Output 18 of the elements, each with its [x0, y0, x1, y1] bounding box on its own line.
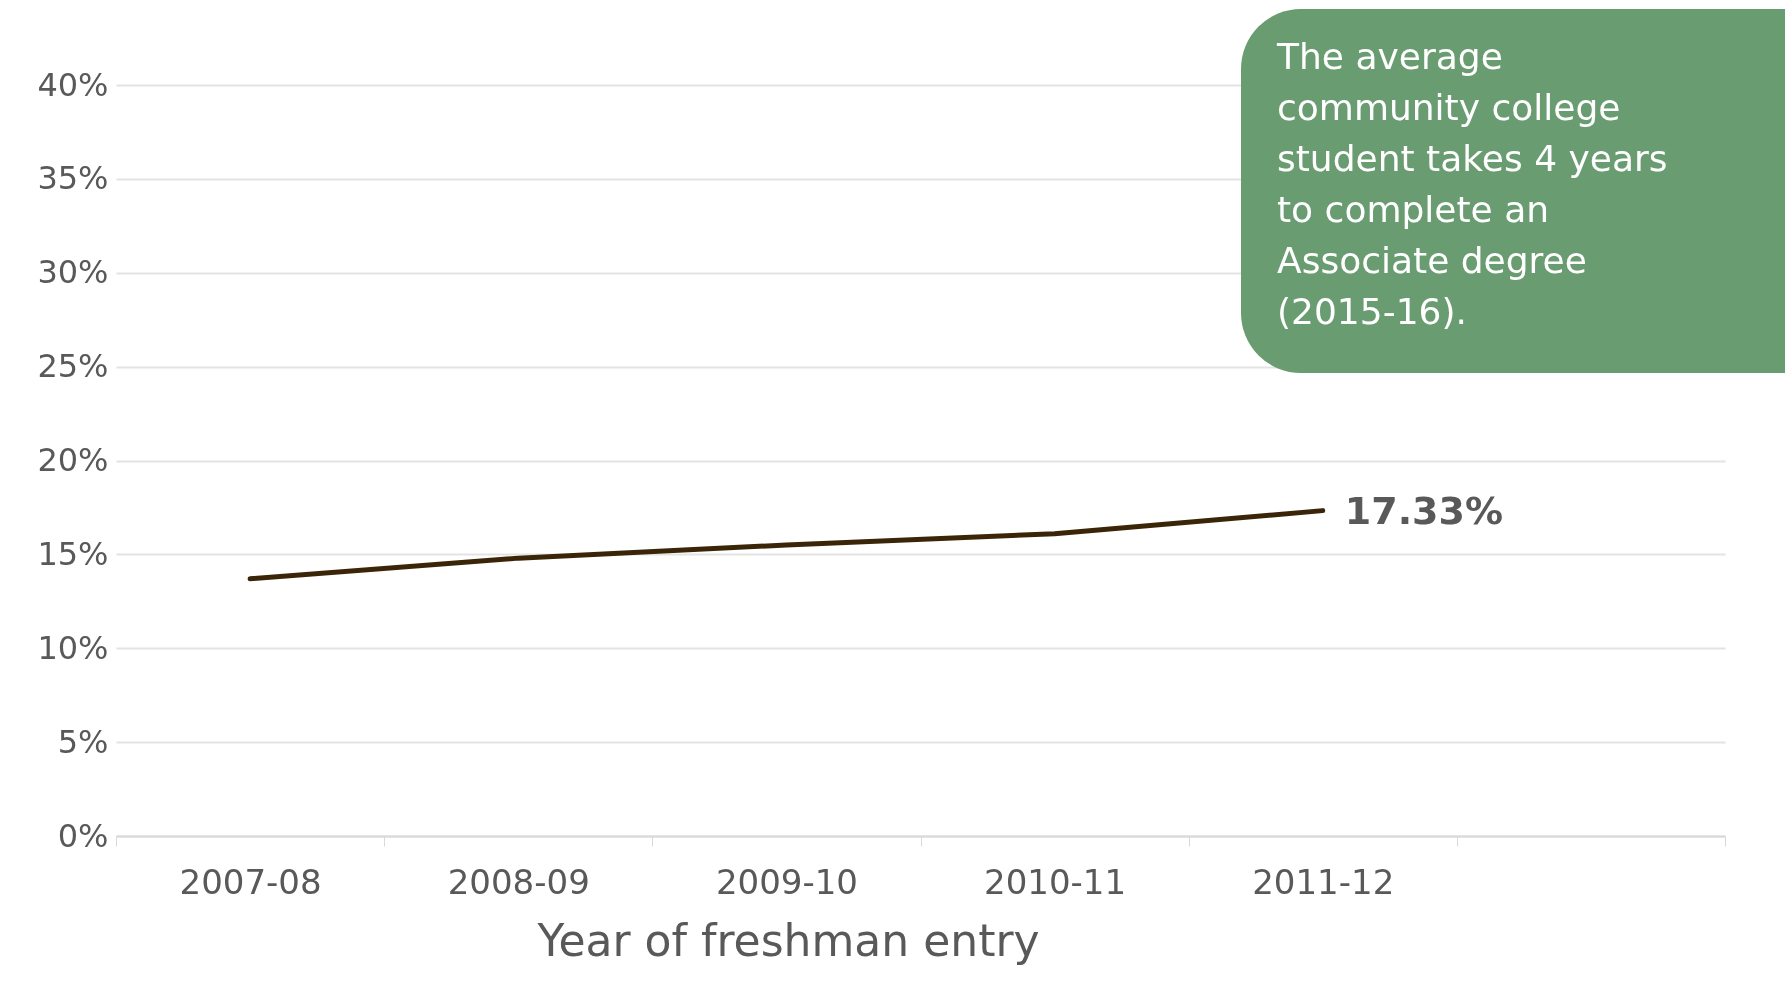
x-axis-title: Year of freshman entry — [536, 914, 1040, 966]
x-tick-label: 2009-10 — [715, 861, 858, 902]
y-tick-label: 35% — [37, 159, 109, 198]
annotation: The average community college student takes 4 years to complete an Associate degree (2015-16). — [1277, 35, 1669, 334]
y-tick-label: 0% — [57, 816, 109, 855]
y-tick-label: 20% — [37, 441, 109, 479]
x-tick-label: 2008-09 — [447, 861, 590, 902]
y-tick-label: 25% — [37, 347, 109, 386]
y-tick-label: 10% — [37, 628, 109, 667]
x-tick-label: 2007-08 — [179, 861, 322, 902]
callout-box: The average community college student takes 4 years to complete an Associate degree (2015-16). — [1241, 9, 1785, 373]
y-tick-label: 15% — [37, 534, 109, 573]
y-tick-label: 30% — [37, 253, 109, 292]
y-tick-label: 40% — [37, 65, 109, 104]
y-tick-label: 5% — [57, 722, 109, 761]
x-tick-label: 2010-11 — [984, 861, 1127, 902]
data-label: 17.33% — [1344, 488, 1504, 533]
x-tick-label: 2011-12 — [1252, 861, 1395, 902]
